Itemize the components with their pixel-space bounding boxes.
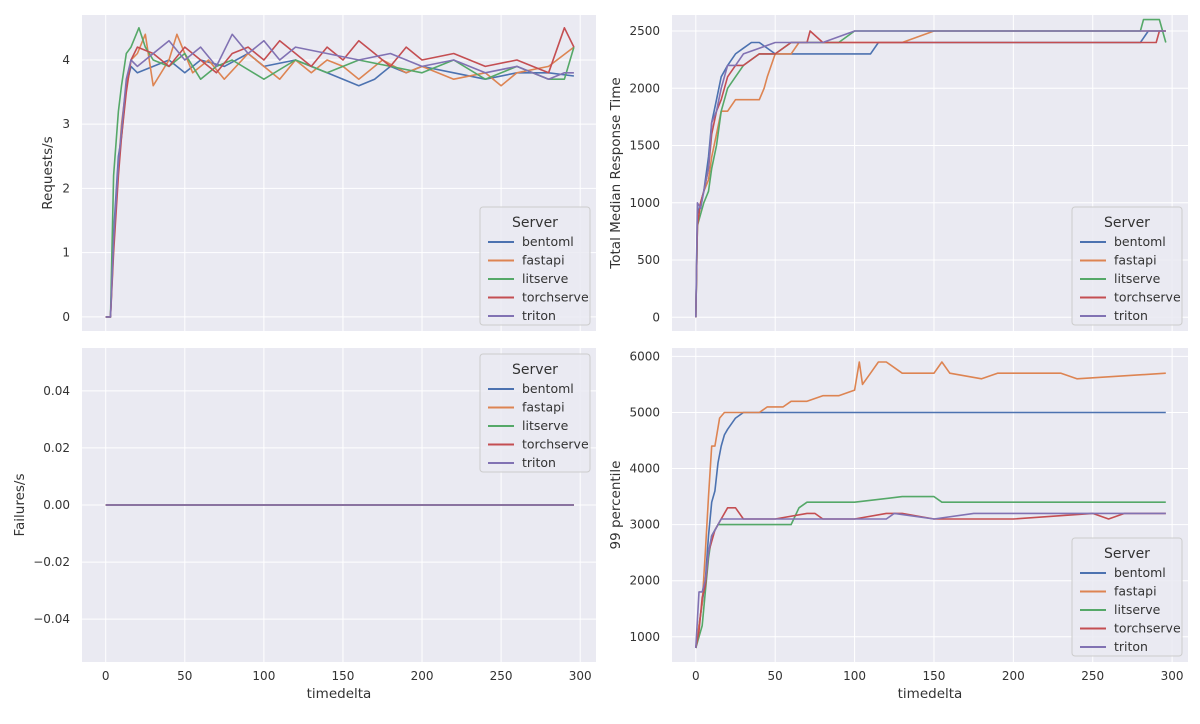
legend-entry-bentoml: bentoml (522, 381, 574, 396)
y-tick-label: 0.02 (43, 441, 70, 455)
series-line-triton (695, 512, 1166, 649)
y-tick-label: 2000 (629, 81, 660, 95)
legend-title: Server (1104, 215, 1150, 231)
legend-entry-torchserve: torchserve (522, 290, 589, 305)
legend-entry-litserve: litserve (522, 271, 569, 286)
legend-entry-fastapi: fastapi (522, 400, 565, 415)
series-line-triton (105, 33, 574, 318)
x-tick-label: 150 (923, 669, 946, 683)
legend: Server bentoml fastapi litserve torchserve tr… (1071, 206, 1183, 326)
y-tick-label: 1000 (629, 196, 660, 210)
legend-entry-torchserve: torchserve (522, 437, 589, 452)
x-axis-label: timedelta (307, 686, 372, 702)
legend-entry-fastapi: fastapi (1114, 253, 1157, 268)
y-tick-label: 4 (62, 53, 70, 67)
subplot-1: 0 1 2 3 4 Requests/s Server bentoml fastapi litse… (40, 15, 596, 331)
legend: Server bentoml fastapi litserve torchserve tr… (1071, 537, 1183, 657)
legend-entry-triton: triton (1114, 308, 1148, 323)
y-tick-label: 500 (637, 253, 660, 267)
y-tick-label: 1 (62, 246, 70, 260)
legend-entry-fastapi: fastapi (522, 253, 565, 268)
y-tick-label: 4000 (629, 462, 660, 476)
legend-entry-fastapi: fastapi (1114, 584, 1157, 599)
y-tick-label: 6000 (629, 349, 660, 363)
x-tick-label: 300 (569, 669, 592, 683)
legend-frame (479, 206, 591, 326)
subplot-2: 0 500 1000 1500 2000 2500 Total Median Respons… (608, 15, 1188, 331)
y-tick-label: 0.00 (43, 498, 70, 512)
y-tick-label: 0.04 (43, 384, 70, 398)
legend: Server bentoml fastapi litserve torchserve tr… (479, 206, 591, 326)
x-tick-label: 200 (411, 669, 434, 683)
y-tick-label: 0 (652, 310, 660, 324)
x-tick-label: 250 (1081, 669, 1104, 683)
subplot-4: 1000 2000 3000 4000 5000 6000 0 50 100 150 200 250 3… (608, 348, 1188, 702)
legend-frame (1071, 537, 1183, 657)
legend-frame (1071, 206, 1183, 326)
legend-title: Server (1104, 546, 1150, 562)
legend-entry-litserve: litserve (1114, 271, 1161, 286)
series-line-triton (695, 30, 1166, 318)
x-tick-label: 100 (843, 669, 866, 683)
y-tick-label: 2500 (629, 24, 660, 38)
y-axis-label: Requests/s (40, 136, 56, 209)
legend-entry-torchserve: torchserve (1114, 290, 1181, 305)
x-tick-label: 0 (102, 669, 110, 683)
legend-entry-torchserve: torchserve (1114, 621, 1181, 636)
y-axis-label: 99 percentile (608, 461, 624, 550)
y-tick-label: 0 (62, 310, 70, 324)
y-tick-label: 2000 (629, 574, 660, 588)
x-tick-label: 50 (177, 669, 192, 683)
y-tick-label: 1000 (629, 630, 660, 644)
x-tick-label: 250 (490, 669, 513, 683)
legend: Server bentoml fastapi litserve torchserve tr… (479, 353, 591, 473)
legend-frame (479, 353, 591, 473)
x-tick-label: 200 (1002, 669, 1025, 683)
y-tick-label: −0.02 (33, 555, 70, 569)
y-axis-label: Total Median Response Time (608, 77, 624, 269)
legend-entry-triton: triton (1114, 639, 1148, 654)
x-tick-label: 300 (1161, 669, 1184, 683)
legend-title: Server (512, 362, 558, 378)
y-tick-label: 5000 (629, 405, 660, 419)
x-tick-label: 0 (692, 669, 700, 683)
y-tick-label: 2 (62, 181, 70, 195)
x-tick-label: 50 (768, 669, 783, 683)
x-axis-label: timedelta (898, 686, 963, 702)
legend-entry-triton: triton (522, 308, 556, 323)
legend-entry-litserve: litserve (1114, 602, 1161, 617)
y-tick-label: 3 (62, 117, 70, 131)
y-tick-label: 1500 (629, 139, 660, 153)
series-line-fastapi (695, 361, 1166, 649)
legend-entry-litserve: litserve (522, 418, 569, 433)
y-tick-label: 3000 (629, 518, 660, 532)
subplot-3: −0.04 −0.02 0.00 0.02 0.04 0 50 100 150 200 250 300… (12, 348, 596, 702)
legend-entry-triton: triton (522, 455, 556, 470)
legend-title: Server (512, 215, 558, 231)
y-axis-label: Failures/s (12, 473, 28, 536)
legend-entry-bentoml: bentoml (1114, 565, 1166, 580)
x-tick-label: 150 (332, 669, 355, 683)
y-tick-label: −0.04 (33, 612, 70, 626)
x-tick-label: 100 (252, 669, 275, 683)
legend-entry-bentoml: bentoml (1114, 234, 1166, 249)
legend-entry-bentoml: bentoml (522, 234, 574, 249)
